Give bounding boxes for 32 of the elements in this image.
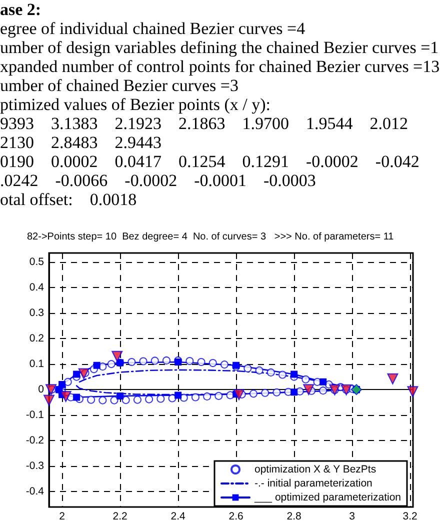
text: umber of chained Bezier curves =3	[0, 76, 240, 95]
y-tick-label: -0.1	[26, 409, 44, 422]
text: otal offset: 0.0018	[0, 190, 138, 209]
legend-label: -.- initial parameterization	[254, 478, 373, 490]
x-tick-label: 2.8	[286, 510, 302, 522]
text: 0190 0.0002 0.0417 0.1254 0.1291 -0.0002 -0.042	[0, 152, 420, 171]
y-tick-label: -0.3	[26, 460, 44, 472]
x-tick-label: 3.2	[402, 510, 418, 522]
text: xpanded number of control points for chained Bezier curves =13	[0, 57, 440, 76]
text: umber of design variables defining the chained Bezier curves =1	[0, 38, 440, 57]
text: egree of individual chained Bezier curves =4	[0, 19, 306, 38]
legend-label: optimization X & Y BezPts	[254, 464, 376, 476]
y-tick-label: 0.4	[29, 281, 44, 294]
y-tick-label: 0.3	[29, 306, 44, 319]
x-tick-label: 2	[59, 510, 66, 522]
y-tick-label: 0.2	[29, 332, 44, 345]
text: 9393 3.1383 2.1923 2.1863 1.9700 1.9544 2.012	[0, 114, 409, 133]
x-tick-label: 2.6	[228, 510, 244, 522]
text: ase 2:	[0, 0, 42, 19]
text: 2130 2.8483 2.9443	[0, 133, 162, 152]
text: .0242 -0.0066 -0.0002 -0.0001 -0.0003	[0, 171, 317, 190]
y-tick-label: 0.1	[29, 358, 44, 370]
x-tick-label: 3	[349, 510, 356, 522]
y-tick-label: 0.5	[29, 256, 44, 268]
y-tick-label: 0	[38, 384, 44, 396]
y-tick-label: -0.2	[26, 434, 44, 447]
x-tick-label: 2.4	[170, 510, 186, 522]
x-tick-label: 2.2	[112, 510, 128, 522]
text: ptimized values of Bezier points (x / y):	[0, 95, 272, 114]
y-tick-label: -0.4	[26, 486, 44, 498]
legend-label: ___ optimized parameterization	[254, 492, 402, 504]
chart-title: 82->Points step= 10 Bez degree= 4 No. of curves= 3 >>> No. of parameters= 11	[27, 232, 394, 242]
